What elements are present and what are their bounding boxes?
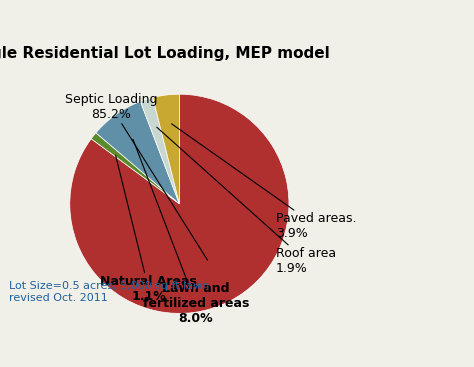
Wedge shape	[91, 133, 179, 204]
Text: Lawn and
fertilized areas
8.0%: Lawn and fertilized areas 8.0%	[133, 139, 249, 325]
Text: Paved areas.
3.9%: Paved areas. 3.9%	[172, 124, 356, 240]
Wedge shape	[153, 94, 179, 204]
Text: Single Residential Lot Loading, MEP model: Single Residential Lot Loading, MEP mode…	[0, 46, 330, 61]
Text: Lot Size=0.5 acres, 5,000 sq ft lawn
revised Oct. 2011: Lot Size=0.5 acres, 5,000 sq ft lawn rev…	[9, 281, 210, 303]
Text: Natural Areas
1.1%: Natural Areas 1.1%	[100, 156, 197, 303]
Wedge shape	[140, 98, 179, 204]
Text: Septic Loading
85.2%: Septic Loading 85.2%	[65, 93, 208, 260]
Wedge shape	[96, 101, 179, 204]
Text: Roof area
1.9%: Roof area 1.9%	[157, 127, 336, 275]
Wedge shape	[70, 94, 289, 313]
